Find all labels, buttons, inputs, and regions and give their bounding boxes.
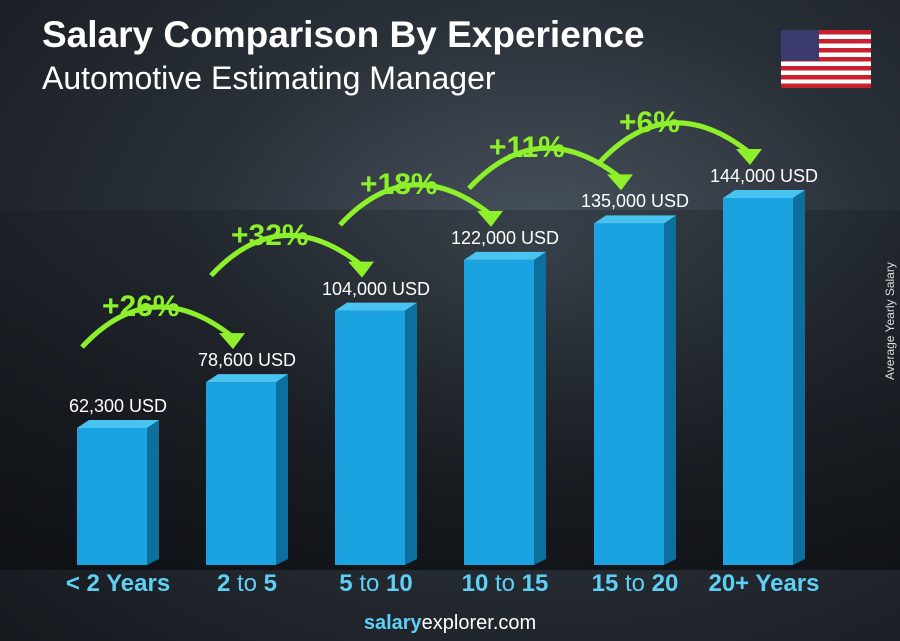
bar-side bbox=[405, 302, 417, 565]
us-flag-icon bbox=[781, 30, 871, 88]
percent-change: +32% bbox=[231, 218, 309, 252]
percent-change: +6% bbox=[619, 106, 680, 139]
x-tick-label: 15 to 20 bbox=[565, 570, 705, 598]
tick-start: 2 bbox=[216, 570, 231, 597]
bar-top bbox=[206, 374, 288, 383]
change-arrow bbox=[209, 233, 364, 278]
change-arrow bbox=[597, 120, 752, 165]
bar-front bbox=[594, 223, 664, 565]
change-arrow bbox=[467, 145, 623, 191]
tick-to: to bbox=[624, 570, 645, 597]
tick-start: 15 bbox=[591, 570, 619, 597]
tick-to: to bbox=[494, 570, 515, 597]
bar-side bbox=[534, 251, 546, 565]
bar-top bbox=[594, 215, 676, 224]
tick-to: to bbox=[359, 570, 380, 597]
bar-side bbox=[664, 215, 676, 565]
bar-front bbox=[335, 310, 405, 565]
tick-to: to bbox=[236, 570, 257, 597]
x-tick-label: 2 to 5 bbox=[177, 570, 317, 598]
brand-bold: salary bbox=[363, 612, 422, 634]
value-label: 78,600 USD bbox=[197, 350, 297, 371]
arrow-head-icon bbox=[607, 174, 633, 191]
bar-top bbox=[723, 190, 805, 198]
arrow-head-icon bbox=[736, 149, 762, 165]
bar-side bbox=[147, 420, 159, 565]
x-tick-label: 5 to 10 bbox=[306, 570, 446, 598]
chart-subtitle: Automotive Estimating Manager bbox=[42, 60, 496, 96]
x-tick-label: < 2 Years bbox=[65, 570, 171, 597]
bar-front bbox=[206, 382, 276, 565]
tick-end: 10 bbox=[386, 570, 413, 597]
x-tick-label: 20+ Years bbox=[708, 570, 820, 597]
bar-side bbox=[276, 374, 288, 565]
bar-top bbox=[464, 251, 546, 260]
value-label: 104,000 USD bbox=[321, 278, 431, 299]
value-label: 122,000 USD bbox=[450, 227, 560, 248]
bar-side bbox=[793, 190, 805, 565]
percent-change: +18% bbox=[360, 167, 438, 201]
tick-end: 5 bbox=[263, 570, 278, 597]
bar-front bbox=[464, 259, 534, 565]
footer-brand[interactable]: salaryexplorer.com bbox=[0, 612, 900, 635]
value-label: 62,300 USD bbox=[68, 396, 168, 416]
tick-start: 10 bbox=[461, 570, 489, 597]
arrow-head-icon bbox=[348, 261, 374, 278]
bar-front bbox=[723, 198, 793, 565]
tick-start: 5 bbox=[339, 570, 353, 597]
value-label: 144,000 USD bbox=[709, 166, 819, 186]
x-tick-label: 10 to 15 bbox=[435, 570, 575, 598]
change-arrow bbox=[80, 304, 235, 349]
brand-rest: explorer.com bbox=[421, 612, 537, 634]
percent-change: +11% bbox=[489, 131, 565, 165]
tick-end: 15 bbox=[521, 570, 549, 597]
value-label: 135,000 USD bbox=[580, 191, 690, 212]
bar-front bbox=[77, 428, 147, 565]
tick-end: 20 bbox=[651, 570, 679, 597]
bar-top bbox=[335, 302, 417, 311]
percent-change: +26% bbox=[102, 290, 180, 324]
chart-title: Salary Comparison By Experience bbox=[42, 14, 645, 55]
bar-top bbox=[77, 420, 159, 428]
arrow-head-icon bbox=[477, 210, 503, 227]
arrow-head-icon bbox=[219, 333, 245, 350]
change-arrow bbox=[338, 182, 493, 227]
